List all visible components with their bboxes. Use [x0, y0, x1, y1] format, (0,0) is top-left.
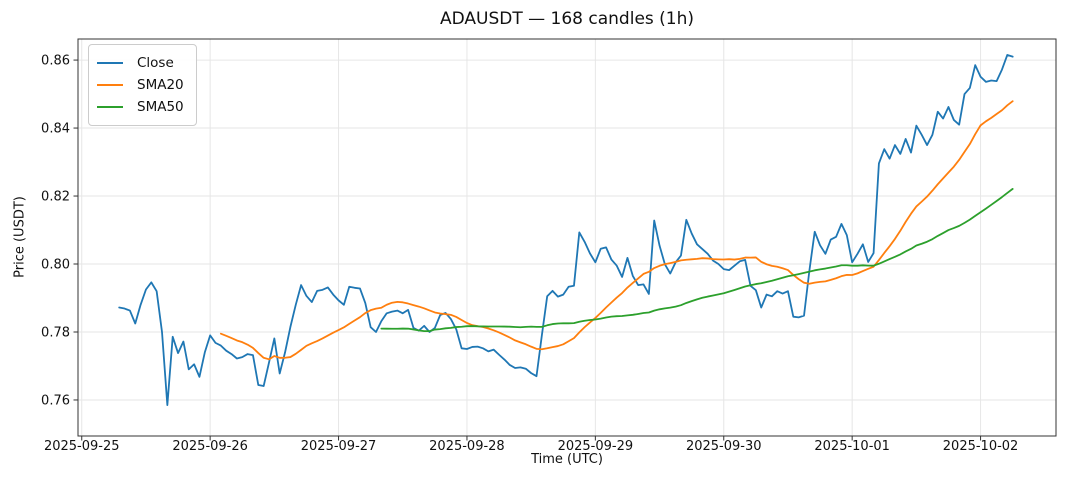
x-tick-label: 2025-09-29 — [558, 439, 634, 454]
y-tick-label: 0.84 — [41, 122, 70, 137]
x-tick-label: 2025-09-30 — [686, 439, 762, 454]
y-tick-label: 0.76 — [41, 393, 70, 408]
chart-title: ADAUSDT — 168 candles (1h) — [439, 9, 695, 29]
x-tick-label: 2025-09-28 — [429, 439, 505, 454]
legend-item-close: Close — [97, 52, 184, 74]
close-line-swatch — [97, 62, 123, 64]
y-tick-label: 0.86 — [41, 54, 70, 69]
sma20-line-swatch — [97, 84, 123, 86]
legend: Close SMA20 SMA50 — [88, 44, 197, 126]
legend-label: SMA50 — [137, 99, 184, 115]
sma50-line-swatch — [97, 106, 123, 108]
plot-border — [77, 38, 1057, 437]
x-axis-label: Time (UTC) — [531, 452, 603, 467]
sma20-line — [219, 100, 1014, 361]
y-axis-label: Price (USDT) — [12, 196, 28, 278]
sma50-line — [380, 187, 1014, 333]
x-tick-label: 2025-09-26 — [172, 439, 248, 454]
legend-label: SMA20 — [137, 77, 184, 93]
y-tick-label: 0.80 — [41, 258, 70, 273]
legend-label: Close — [137, 55, 174, 71]
x-tick-label: 2025-10-01 — [814, 439, 890, 454]
y-tick-label: 0.78 — [41, 325, 70, 340]
x-tick-label: 2025-09-25 — [44, 439, 120, 454]
legend-item-sma50: SMA50 — [97, 96, 184, 118]
x-tick-label: 2025-09-27 — [301, 439, 377, 454]
legend-item-sma20: SMA20 — [97, 74, 184, 96]
close-line — [118, 54, 1014, 406]
y-tick-label: 0.82 — [41, 190, 70, 205]
x-tick-label: 2025-10-02 — [943, 439, 1019, 454]
